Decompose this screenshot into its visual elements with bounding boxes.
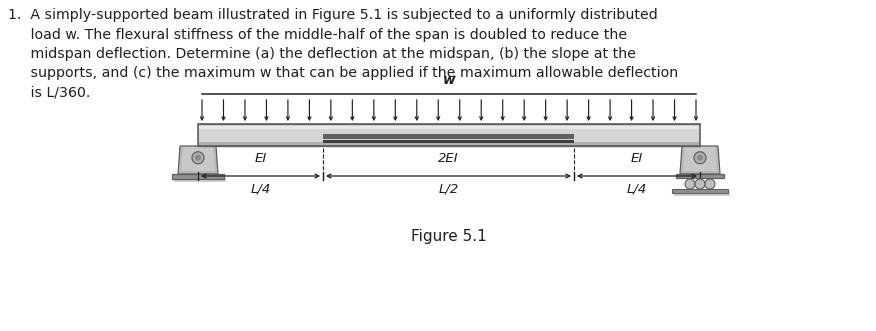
Text: load w. The flexural stiffness of the middle-half of the span is doubled to redu: load w. The flexural stiffness of the mi… [8, 27, 627, 41]
Text: Figure 5.1: Figure 5.1 [411, 228, 487, 244]
Bar [174, 179, 226, 182]
Text: midspan deflection. Determine (a) the deflection at the midspan, (b) the slope a: midspan deflection. Determine (a) the de… [8, 47, 636, 61]
Text: w: w [442, 73, 456, 87]
Bar [674, 193, 730, 196]
Text: 2EI: 2EI [438, 152, 459, 165]
Bar [198, 142, 700, 146]
Circle shape [195, 155, 201, 161]
Text: 1.  A simply-supported beam illustrated in Figure 5.1 is subjected to a uniforml: 1. A simply-supported beam illustrated i… [8, 8, 658, 22]
Polygon shape [680, 146, 720, 174]
Text: supports, and (c) the maximum w that can be applied if the maximum allowable def: supports, and (c) the maximum w that can… [8, 67, 678, 80]
Circle shape [192, 152, 204, 164]
Text: L/4: L/4 [627, 182, 647, 195]
Bar [323, 134, 574, 139]
Bar [672, 189, 728, 193]
Bar [172, 174, 224, 179]
Text: L/2: L/2 [438, 182, 459, 195]
Polygon shape [178, 146, 218, 174]
Circle shape [697, 155, 703, 161]
Bar [198, 124, 700, 146]
Circle shape [694, 152, 706, 164]
Polygon shape [683, 147, 717, 171]
Polygon shape [181, 147, 215, 171]
Circle shape [695, 179, 705, 189]
Bar [198, 124, 700, 146]
Circle shape [685, 179, 695, 189]
Text: EI: EI [631, 152, 643, 165]
Bar [323, 140, 574, 143]
Text: EI: EI [254, 152, 266, 165]
Text: is L/360.: is L/360. [8, 86, 90, 100]
Text: L/4: L/4 [251, 182, 271, 195]
Bar [198, 124, 700, 129]
Bar [676, 174, 724, 178]
Circle shape [705, 179, 715, 189]
